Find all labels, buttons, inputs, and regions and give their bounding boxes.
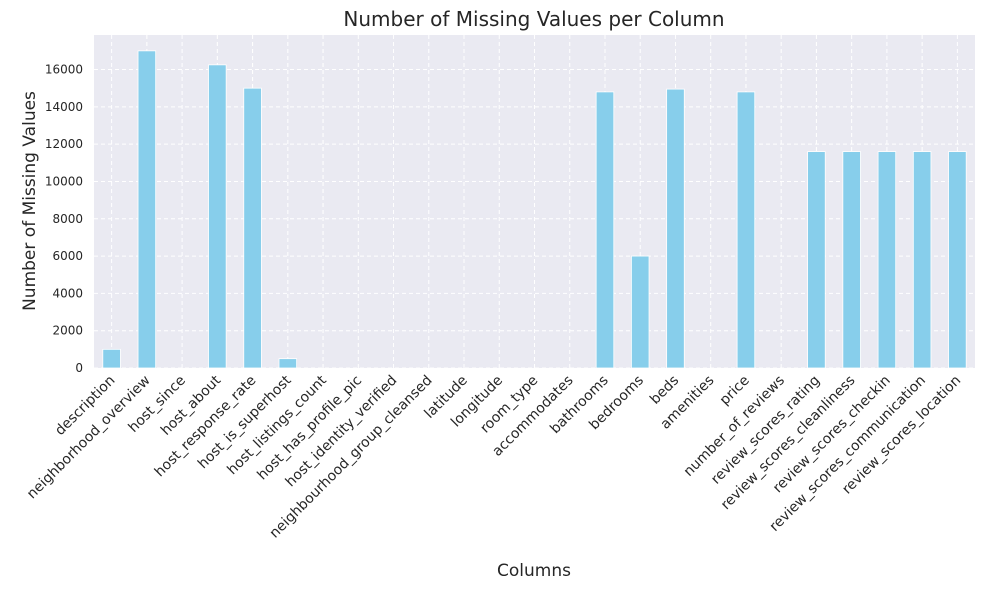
bar-host-response-rate [243,87,262,369]
bar-bathrooms [595,91,615,369]
plot-background [94,35,975,368]
bar-neighborhood-overview [137,50,157,369]
bars [102,50,967,369]
bar-review-scores-location [948,151,967,369]
bar-beds [666,88,685,369]
y-tick-labels: 0 2000 4000 6000 8000 10000 12000 14000 16000 [45,63,83,375]
bar-description [102,348,121,369]
y-tick-label: 6000 [52,249,83,263]
bar-review-scores-checkin [877,151,897,369]
bar-price [736,91,756,369]
y-tick-label: 2000 [52,324,83,338]
bar-review-scores-communication [912,151,932,369]
bar-bedrooms [631,255,650,369]
bar-review-scores-rating [807,151,826,369]
y-axis-label: Number of Missing Values [20,91,40,311]
y-tick-label: 16000 [45,63,83,77]
y-tick-label: 10000 [45,174,83,188]
chart-title: Number of Missing Values per Column [343,7,724,31]
y-tick-label: 0 [75,361,83,375]
y-tick-label: 12000 [45,137,83,151]
x-axis-label: Columns [497,561,571,581]
bar-review-scores-cleanliness [842,151,861,369]
x-tick-labels: descriptionneighborhood_overviewhost_sin… [24,372,964,541]
y-tick-label: 4000 [52,286,83,300]
y-tick-label: 8000 [52,212,83,226]
bar-host-about [208,64,227,369]
bar-host-is-superhost [278,358,298,369]
y-tick-label: 14000 [45,100,83,114]
